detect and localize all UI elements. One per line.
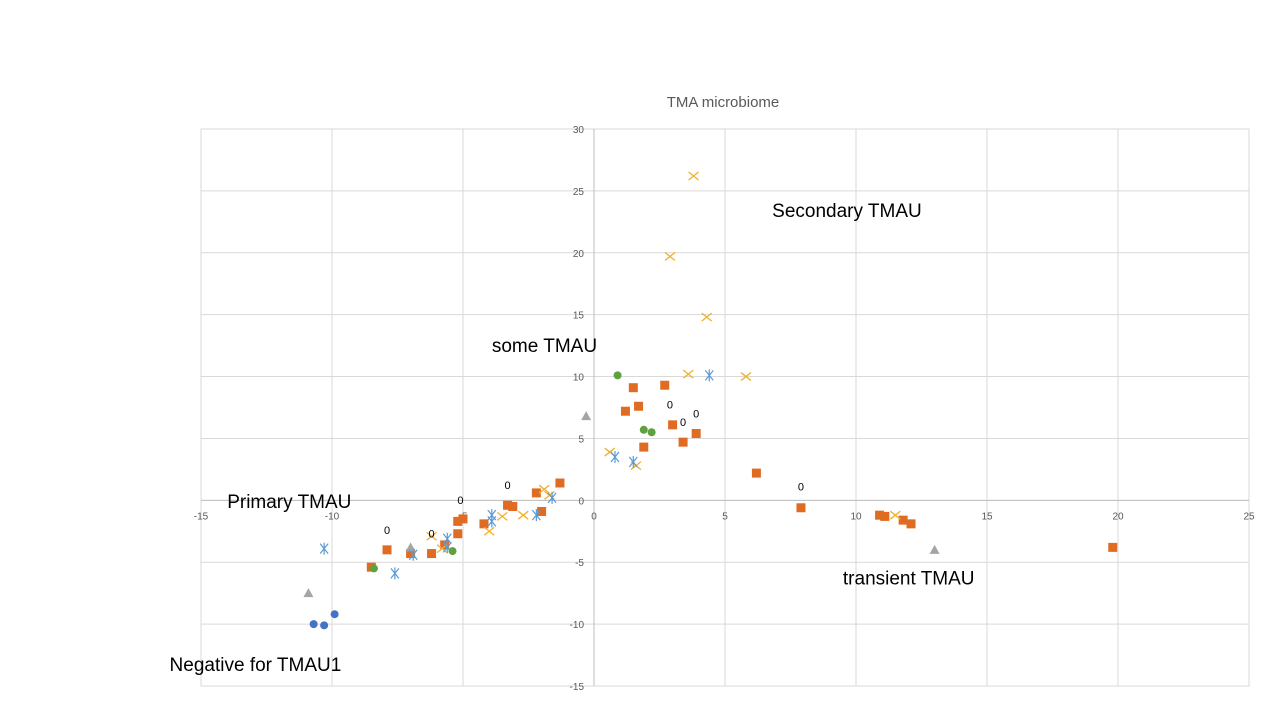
square-marker	[634, 401, 644, 411]
x-tick-label: 25	[1243, 511, 1255, 522]
square-marker	[660, 380, 670, 390]
square-marker	[751, 468, 761, 478]
square-marker	[691, 428, 701, 438]
asterisk-marker	[390, 567, 400, 580]
square-marker	[453, 529, 463, 539]
x-marker	[538, 484, 550, 494]
asterisk-marker	[628, 455, 638, 468]
region-annotation: some TMAU	[492, 336, 597, 357]
square-marker	[880, 511, 890, 521]
x-tick-label: -10	[325, 511, 340, 522]
asterisk-marker	[487, 515, 497, 528]
point-label: 0	[504, 480, 510, 492]
square-marker	[537, 506, 547, 516]
square-marker	[382, 545, 392, 555]
asterisk-marker	[531, 509, 541, 522]
asterisk-marker	[547, 491, 557, 504]
square-marker	[555, 478, 565, 488]
circle-marker	[369, 564, 378, 573]
circle-marker	[647, 428, 656, 437]
region-annotation: Primary TMAU	[227, 492, 351, 513]
y-tick-label: 0	[578, 496, 584, 507]
data-markers	[303, 171, 1118, 630]
circle-marker	[613, 371, 622, 380]
square-marker	[875, 510, 885, 520]
triangle-marker	[581, 411, 592, 421]
square-marker	[427, 549, 437, 559]
square-marker	[479, 519, 489, 529]
point-label: 0	[457, 495, 463, 507]
axes	[201, 129, 1249, 686]
y-tick-label: 20	[573, 249, 585, 260]
square-marker	[508, 502, 518, 512]
y-tick-label: 10	[573, 373, 585, 384]
region-annotations: Secondary TMAU some TMAU Primary TMAU trans…	[170, 201, 975, 676]
x-tick-label: 10	[850, 511, 862, 522]
x-marker	[889, 510, 901, 520]
square-marker	[620, 406, 630, 416]
x-marker	[701, 312, 713, 322]
y-tick-label: 15	[573, 311, 585, 322]
square-marker	[453, 516, 463, 526]
circle-marker	[309, 620, 318, 629]
x-marker	[688, 171, 699, 181]
x-tick-label: 0	[591, 511, 597, 522]
circle-marker	[448, 547, 457, 556]
asterisk-marker	[610, 451, 620, 464]
x-marker	[682, 369, 694, 379]
square-marker	[406, 549, 416, 559]
square-marker	[678, 437, 688, 447]
point-label: 0	[428, 528, 434, 540]
y-tick-label: 5	[578, 434, 584, 445]
x-tick-label: 15	[981, 511, 993, 522]
square-marker	[796, 503, 806, 513]
x-marker	[664, 251, 676, 261]
chart-title: TMA microbiome	[667, 94, 780, 111]
asterisk-marker	[704, 369, 714, 382]
region-annotation: Secondary TMAU	[772, 201, 922, 222]
x-marker	[517, 510, 529, 520]
square-marker	[668, 420, 678, 430]
circle-marker	[320, 621, 329, 630]
x-marker	[426, 531, 437, 541]
x-marker	[496, 511, 508, 521]
square-marker	[628, 383, 638, 393]
square-marker	[639, 442, 649, 452]
triangle-marker	[929, 544, 940, 554]
y-tick-label: -15	[570, 682, 585, 693]
asterisk-marker	[319, 542, 329, 555]
point-label: 0	[667, 400, 673, 412]
x-marker	[740, 372, 752, 382]
square-marker	[906, 519, 916, 529]
x-tick-label: -15	[194, 511, 209, 522]
circle-marker	[330, 610, 339, 619]
square-marker	[458, 514, 468, 524]
y-tick-label: -5	[575, 558, 584, 569]
region-annotation: transient TMAU	[843, 569, 975, 590]
point-label: 0	[798, 481, 804, 493]
x-marker	[483, 526, 495, 536]
x-tick-label: 20	[1112, 511, 1124, 522]
x-tick-label: 5	[722, 511, 728, 522]
y-tick-label: -10	[570, 620, 585, 631]
region-annotation: Negative for TMAU1	[170, 655, 342, 676]
square-marker	[531, 488, 541, 498]
gridlines	[200, 128, 1250, 687]
triangle-marker	[303, 588, 314, 598]
point-label: 0	[693, 408, 699, 420]
triangle-marker	[405, 542, 416, 552]
y-tick-label: 30	[573, 125, 585, 136]
square-marker	[503, 500, 513, 510]
y-tick-label: 25	[573, 187, 585, 198]
asterisk-marker	[408, 548, 418, 561]
square-marker	[1108, 542, 1118, 552]
circle-marker	[639, 425, 648, 434]
square-marker	[898, 515, 908, 525]
point-label: 0	[680, 417, 686, 429]
point-label: 0	[384, 525, 390, 537]
